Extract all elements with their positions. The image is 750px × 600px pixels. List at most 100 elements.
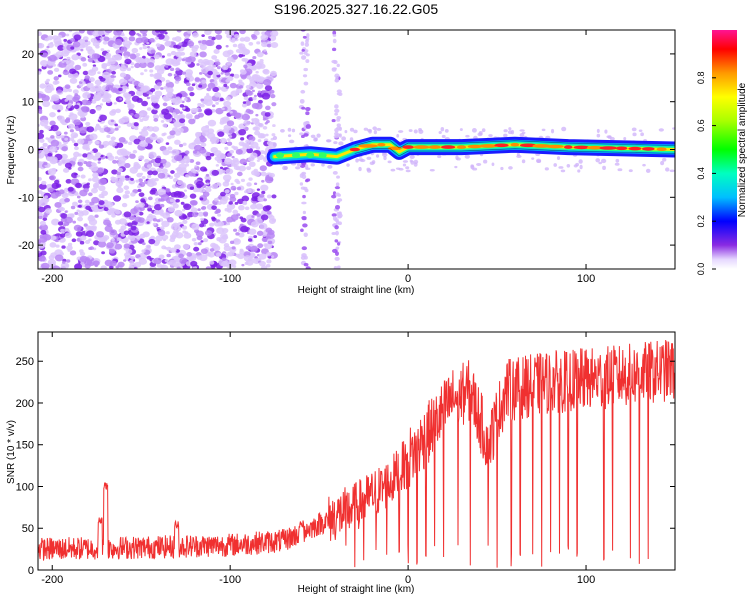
noise-blob — [148, 196, 153, 201]
signal-halo-blob — [349, 127, 355, 132]
noise-blob — [76, 174, 81, 178]
noise-blob — [124, 58, 132, 65]
noise-blob — [226, 203, 236, 210]
noise-blob — [123, 230, 130, 236]
noise-blob — [108, 140, 116, 146]
noise-blob — [200, 207, 205, 210]
noise-blob — [224, 179, 230, 184]
signal-halo-blob — [628, 169, 633, 173]
noise-blob — [211, 36, 216, 41]
residual-blob — [334, 225, 339, 230]
noise-blob — [183, 189, 187, 192]
noise-blob — [256, 213, 261, 217]
noise-blob — [157, 229, 166, 236]
noise-blob — [252, 82, 257, 86]
noise-blob — [89, 140, 93, 144]
noise-blob — [157, 172, 166, 179]
noise-blob — [185, 231, 189, 234]
signal-halo-blob — [296, 162, 302, 167]
noise-blob — [150, 49, 156, 54]
noise-blob — [82, 36, 89, 41]
noise-blob — [232, 209, 239, 215]
noise-blob — [247, 139, 255, 146]
noise-blob — [109, 229, 118, 236]
signal-halo-blob — [472, 167, 478, 171]
noise-blob — [77, 161, 83, 167]
noise-blob — [86, 82, 94, 89]
noise-blob — [38, 226, 42, 229]
noise-blob — [243, 120, 251, 126]
noise-blob — [135, 200, 139, 204]
noise-blob — [67, 102, 73, 107]
residual-blob — [305, 39, 309, 44]
noise-blob — [220, 79, 224, 83]
noise-blob — [256, 41, 261, 45]
noise-blob — [199, 197, 204, 201]
noise-blob — [162, 149, 170, 156]
noise-blob — [227, 138, 231, 141]
noise-blob — [189, 193, 197, 199]
noise-blob — [227, 56, 234, 62]
noise-blob — [58, 74, 62, 78]
noise-blob — [141, 249, 146, 253]
noise-blob — [235, 166, 241, 171]
noise-blob — [38, 132, 45, 140]
noise-blob — [256, 61, 262, 65]
noise-blob — [258, 260, 266, 267]
noise-blob — [197, 108, 203, 113]
signal-halo-blob — [577, 169, 581, 173]
snr-marks — [38, 339, 675, 568]
residual-blob — [305, 178, 311, 182]
noise-blob — [215, 209, 221, 214]
noise-blob — [39, 199, 48, 207]
noise-blob — [124, 55, 129, 59]
noise-blob — [162, 123, 168, 128]
noise-blob — [185, 113, 193, 120]
noise-blob — [54, 80, 60, 85]
signal-halo-blob — [558, 166, 564, 169]
noise-blob — [116, 187, 124, 194]
noise-blob — [110, 176, 115, 181]
noise-blob — [215, 34, 223, 40]
noise-blob — [192, 150, 198, 154]
noise-blob — [39, 119, 49, 127]
noise-blob — [198, 40, 202, 44]
noise-blob — [176, 266, 181, 269]
noise-blob — [237, 253, 245, 260]
signal-halo-blob — [429, 169, 435, 172]
noise-blob — [145, 115, 150, 119]
noise-blob — [129, 166, 138, 174]
noise-blob — [225, 96, 232, 101]
signal-halo-blob — [327, 164, 333, 169]
noise-blob — [146, 221, 150, 224]
noise-blob — [123, 185, 130, 190]
noise-blob — [251, 89, 256, 93]
noise-blob — [271, 194, 277, 199]
noise-blob — [193, 223, 197, 227]
noise-blob — [111, 70, 116, 75]
noise-blob — [102, 40, 108, 45]
noise-blob — [38, 152, 45, 159]
noise-blob — [77, 153, 82, 157]
signal-halo-blob — [545, 135, 551, 139]
noise-blob — [87, 57, 94, 63]
noise-blob — [46, 156, 53, 162]
noise-blob — [38, 190, 43, 194]
signal-halo-blob — [316, 133, 321, 138]
noise-blob — [130, 112, 134, 116]
noise-blob — [165, 142, 170, 145]
noise-blob — [142, 45, 148, 50]
noise-blob — [253, 126, 259, 131]
signal-halo-blob — [573, 164, 578, 168]
signal-halo-blob — [444, 129, 449, 133]
noise-blob — [148, 151, 157, 159]
noise-blob — [238, 81, 245, 87]
signal-halo-blob — [288, 139, 295, 144]
noise-blob — [112, 75, 117, 78]
signal-peak — [494, 143, 509, 148]
signal-halo-blob — [631, 127, 637, 132]
noise-blob — [134, 126, 139, 131]
noise-blob — [253, 171, 260, 177]
noise-blob — [259, 222, 268, 230]
signal-halo-blob — [402, 163, 407, 167]
